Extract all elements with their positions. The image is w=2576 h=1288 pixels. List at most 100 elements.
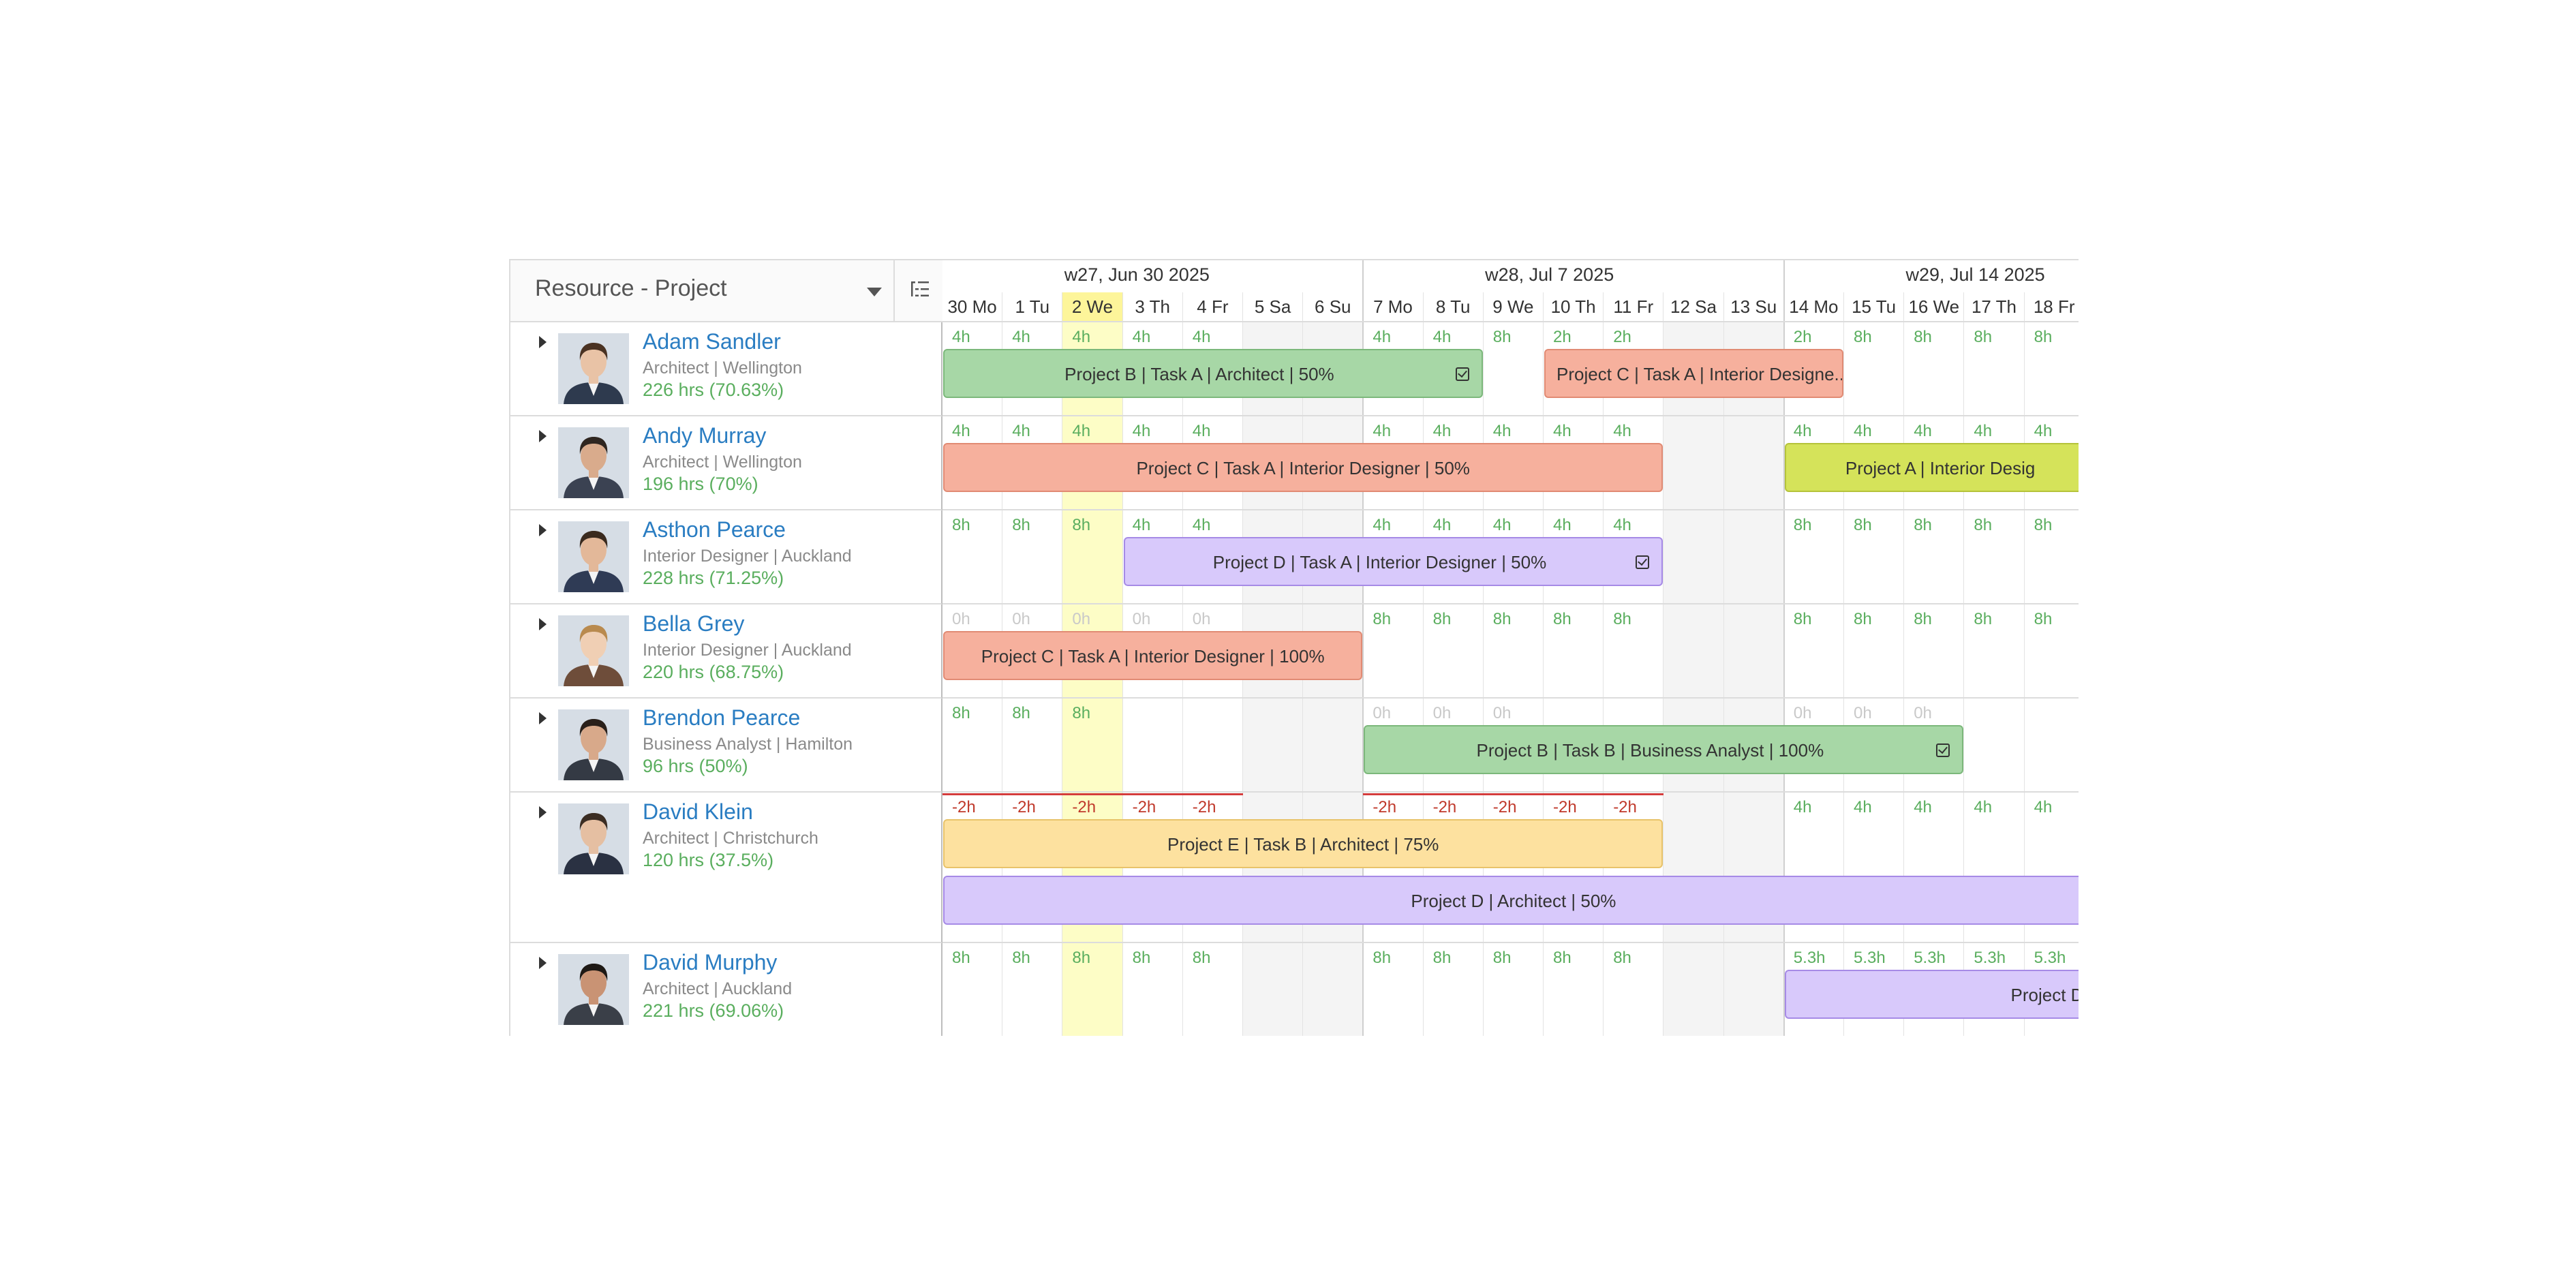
assignment-bar[interactable]: Project B | Task B | Business Analyst | … [1364,725,1964,774]
expand-arrow-icon[interactable] [539,524,547,536]
expand-arrow-icon[interactable] [539,336,547,348]
day-header[interactable]: 18 Fr [2025,292,2079,322]
resource-hours: 96 hrs (50%) [643,756,748,776]
expand-arrow-icon[interactable] [539,618,547,630]
availability-cell: 5.3h [1974,949,2006,967]
resource-name-link[interactable]: Brendon Pearce [643,705,801,730]
day-header[interactable]: 7 Mo [1363,292,1424,322]
resource-name-link[interactable]: David Klein [643,799,753,824]
day-column [1844,322,1905,1036]
expand-arrow-icon[interactable] [539,712,547,724]
availability-cell: -2h [1492,798,1517,816]
column-settings-button[interactable] [896,260,944,321]
expand-arrow-icon[interactable] [539,806,547,818]
availability-cell: 4h [1432,328,1452,346]
assignment-bar[interactable]: Project A | Interior Desig [1784,443,2079,492]
resource-hours: 220 hrs (68.75%) [643,662,784,682]
availability-cell: 4h [1192,328,1211,346]
resource-row[interactable]: Brendon Pearce Business Analyst | Hamilto… [509,699,942,793]
assignment-bar[interactable]: Project C | Task A | Interior Designer |… [943,631,1363,680]
week-separator [1362,260,1364,1036]
availability-cell: 8h [1132,949,1151,967]
day-header[interactable]: 8 Tu [1424,292,1484,322]
availability-cell: -2h [1613,798,1637,816]
day-header[interactable]: 17 Th [1964,292,2025,322]
assignment-bar[interactable]: Project C | Task A | Interior Designer |… [943,443,1663,492]
resource-row[interactable]: Bella Grey Interior Designer | Auckland 22… [509,604,942,699]
day-header[interactable]: 6 Su [1303,292,1364,322]
day-header[interactable]: 14 Mo [1784,292,1844,322]
availability-cell: 4h [1132,422,1151,440]
day-column [1424,322,1484,1036]
resource-hours: 226 hrs (70.63%) [643,380,784,400]
week-separator [1783,260,1785,1036]
person-avatar-icon [558,521,629,592]
day-header[interactable]: 12 Sa [1663,292,1724,322]
day-column [1363,322,1424,1036]
resource-grid-header: Resource - Project [509,260,942,322]
day-header[interactable]: 10 Th [1544,292,1604,322]
day-header[interactable]: 16 We [1904,292,1965,322]
availability-cell: 4h [1914,422,1932,440]
assignment-label: Project C | Task A | Interior Designer |… [1136,458,1470,478]
availability-cell: 4h [1854,798,1872,816]
resource-row[interactable]: David Murphy Architect | Auckland 221 hrs … [509,943,942,1036]
resource-hours: 228 hrs (71.25%) [643,568,784,588]
availability-cell: -2h [952,798,976,816]
assignment-bar[interactable]: Project D | Task A | Interior Designer |… [1123,537,1663,586]
day-header[interactable]: 2 We [1062,292,1123,322]
expand-arrow-icon[interactable] [539,957,547,969]
resource-row[interactable]: Adam Sandler Architect | Wellington 226 hr… [509,322,942,416]
availability-cell: 8h [1974,516,1993,534]
availability-cell: 8h [1432,610,1452,628]
resource-name-link[interactable]: Adam Sandler [643,329,781,354]
day-header[interactable]: 9 We [1484,292,1544,322]
day-header[interactable]: 4 Fr [1183,292,1243,322]
chevron-down-icon [867,288,882,296]
availability-cell: 4h [1974,422,1993,440]
checkbox-checked-icon[interactable] [1936,743,1950,757]
resource-row[interactable]: David Klein Architect | Christchurch 120 h… [509,793,942,943]
availability-cell: 8h [1373,949,1392,967]
resource-name-link[interactable]: Asthon Pearce [643,517,786,542]
availability-cell: -2h [1373,798,1397,816]
resource-name-link[interactable]: Bella Grey [643,611,745,636]
view-selector-dropdown[interactable]: Resource - Project [510,260,895,321]
assignment-bar[interactable]: Project C | Task A | Interior Designe... [1544,349,1843,398]
availability-cell: 8h [1373,610,1392,628]
availability-cell: 2h [1613,328,1631,346]
assignment-bar[interactable]: Project D [1784,970,2079,1019]
availability-cell: 8h [1793,516,1812,534]
day-header[interactable]: 30 Mo [942,292,1003,322]
assignment-bar[interactable]: Project E | Task B | Architect | 75% [943,819,1663,868]
assignment-bar[interactable]: Project D | Architect | 50% [943,876,2079,925]
availability-cell: 4h [1492,516,1512,534]
resource-row[interactable]: Andy Murray Architect | Wellington 196 hrs… [509,416,942,510]
assignment-label: Project D [2010,985,2079,1005]
resource-name-link[interactable]: Andy Murray [643,423,767,448]
resource-name-link[interactable]: David Murphy [643,950,778,975]
day-header[interactable]: 1 Tu [1002,292,1063,322]
assignment-bar[interactable]: Project B | Task A | Architect | 50% [943,349,1483,398]
day-column [1484,322,1544,1036]
resource-role: Architect | Auckland [643,979,793,998]
resource-hours: 196 hrs (70%) [643,474,758,494]
day-header[interactable]: 13 Su [1724,292,1784,322]
resource-row[interactable]: Asthon Pearce Interior Designer | Aucklan… [509,510,942,604]
availability-cell: 4h [952,422,970,440]
day-header[interactable]: 3 Th [1123,292,1183,322]
availability-cell: 2h [1793,328,1812,346]
resource-role: Interior Designer | Auckland [643,641,852,660]
availability-cell: -2h [1553,798,1577,816]
day-header[interactable]: 5 Sa [1243,292,1304,322]
day-header[interactable]: 15 Tu [1844,292,1905,322]
expand-arrow-icon[interactable] [539,430,547,442]
resource-role: Architect | Wellington [643,358,802,378]
day-header[interactable]: 11 Fr [1604,292,1664,322]
checkbox-checked-icon[interactable] [1455,367,1469,381]
availability-cell: 8h [1553,610,1571,628]
checkbox-checked-icon[interactable] [1636,555,1650,569]
availability-cell: 8h [1492,610,1512,628]
availability-cell: 5.3h [1854,949,1886,967]
availability-cell: 4h [1432,516,1452,534]
